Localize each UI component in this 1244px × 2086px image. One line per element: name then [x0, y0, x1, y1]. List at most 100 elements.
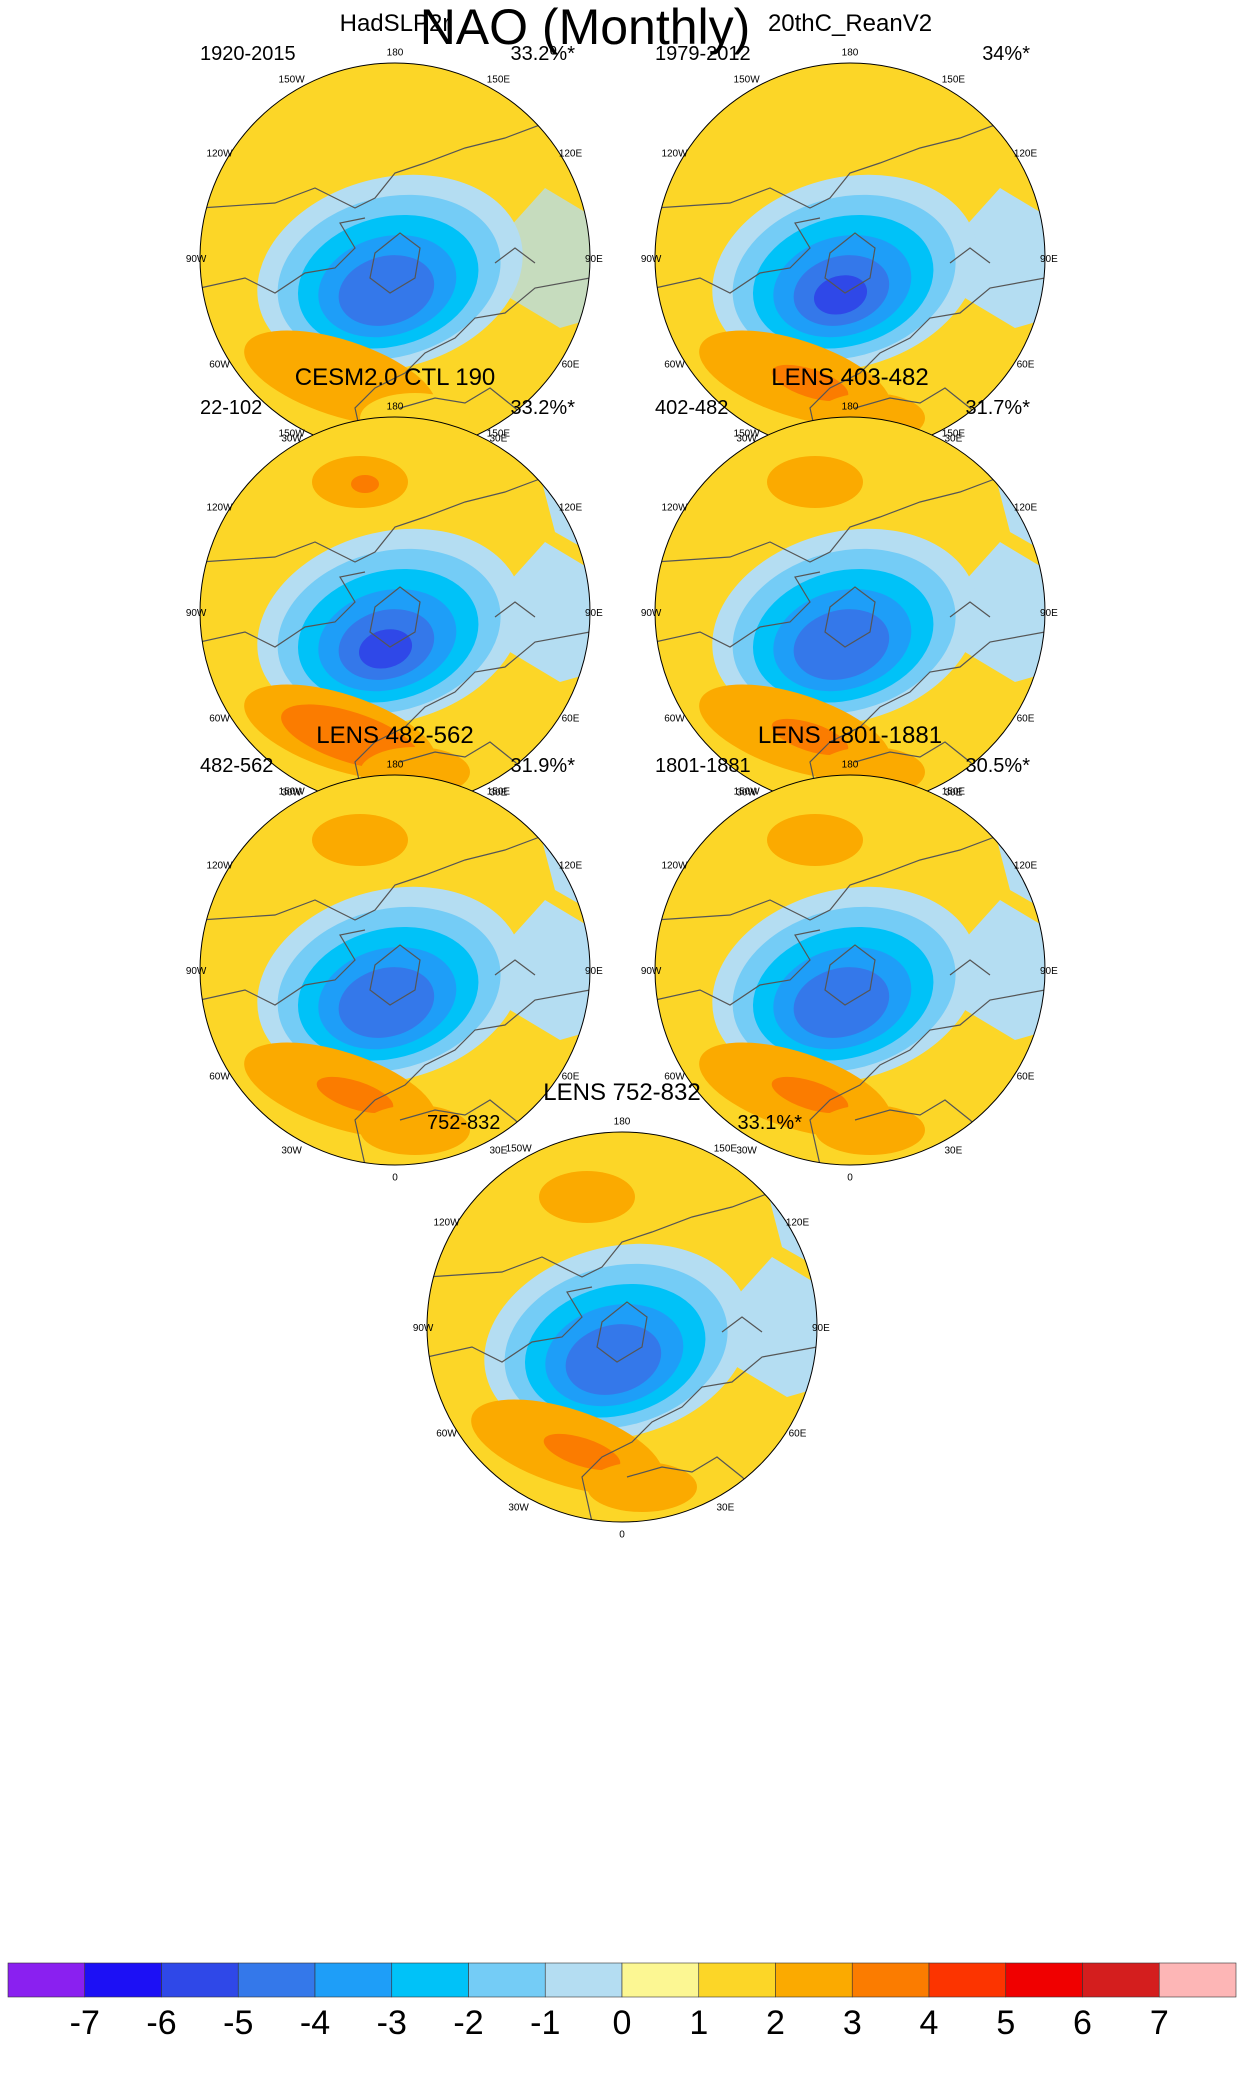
pacific-ridge: [539, 1171, 635, 1223]
panel-years: 22-102: [200, 397, 262, 419]
longitude-label: 120W: [206, 503, 233, 514]
panel-variance: 34%*: [982, 43, 1030, 65]
longitude-label: 30W: [736, 1145, 757, 1156]
atlantic-high-inner: [543, 1433, 621, 1471]
colorbar-swatch: [698, 1962, 776, 1998]
longitude-label: 60W: [664, 359, 685, 370]
asia-negative: [727, 1257, 817, 1397]
panel-years: 752-832: [427, 1112, 500, 1134]
longitude-label: 90W: [186, 608, 207, 619]
longitude-label: 120E: [559, 861, 583, 872]
colorbar-swatch: [84, 1962, 162, 1998]
coastlines: [655, 461, 1045, 807]
colorbar-swatch: [161, 1962, 239, 1998]
colorbar-swatch: [314, 1962, 393, 1998]
contour-field: [655, 63, 1045, 453]
longitude-label: 30W: [736, 787, 757, 798]
longitude-label: 120E: [1014, 149, 1038, 160]
coastline-greenland: [369, 586, 421, 648]
coastline-europe: [809, 631, 1045, 807]
longitude-label: 90E: [1040, 966, 1058, 977]
asia-negative: [500, 188, 590, 328]
longitude-label: 90W: [641, 966, 662, 977]
colorbar-swatch: [1158, 1962, 1237, 1998]
panel-years: 402-482: [655, 397, 728, 419]
longitude-label: 90W: [641, 254, 662, 265]
colorbar-label: -4: [300, 2004, 330, 2042]
longitude-label: 30E: [490, 1145, 508, 1156]
panel-years: 1979-2012: [655, 43, 751, 65]
coastline-north-america: [655, 571, 821, 648]
asia-negative: [955, 900, 1045, 1040]
coastline-greenland: [824, 586, 876, 648]
longitude-label: 30E: [490, 433, 508, 444]
atlantic-high-inner: [771, 718, 849, 756]
coastline-caspian: [494, 601, 536, 618]
colorbar-swatch: [237, 1962, 316, 1998]
longitude-label: 120E: [559, 503, 583, 514]
panel-variance: 30.5%*: [966, 755, 1031, 777]
map-panels: HadSLP2r 1920-2015 33.2%* 180 150E 120E 90E 60E…: [186, 10, 1058, 1541]
longitude-label: 150W: [734, 429, 761, 440]
colorbar: -7 -6 -5 -4 -3 -2 -1 0 1 2 3 4 5 6 7: [7, 1962, 1237, 2042]
longitude-label: 150W: [734, 75, 761, 86]
longitude-label: 60W: [664, 713, 685, 724]
coastline-asia-america: [200, 107, 571, 209]
asia-negative: [500, 542, 590, 682]
panel-title: LENS 403-482: [771, 364, 928, 391]
colorbar-swatch: [621, 1962, 700, 1998]
colorbar-swatch: [775, 1962, 853, 1998]
coastline-europe: [809, 989, 1045, 1165]
atlantic-high-inner: [771, 364, 849, 402]
longitude-label: 90W: [186, 966, 207, 977]
longitude-label: 0: [619, 1530, 625, 1541]
panel-variance: 33.1%*: [738, 1112, 803, 1134]
colorbar-label: 7: [1150, 2004, 1169, 2042]
colorbar-swatch: [7, 1962, 86, 1998]
map-panel: LENS 482-562 482-562 31.9%* 180 150E 120E 90E 6…: [186, 722, 603, 1184]
coastline-north-america: [200, 929, 366, 1006]
map-panel: HadSLP2r 1920-2015 33.2%* 180 150E 120E 90E 60E…: [186, 10, 603, 472]
coastline-north-america: [200, 217, 366, 294]
longitude-label: 0: [392, 1173, 398, 1184]
coastline-asia-america: [655, 461, 1026, 563]
longitude-label: 150E: [714, 1144, 738, 1155]
coastline-greenland: [369, 232, 421, 294]
atlantic-high-inner: [316, 1076, 394, 1114]
longitude-label: 90E: [585, 608, 603, 619]
coastline-europe: [809, 277, 1045, 453]
panel-title: 20thC_ReanV2: [768, 10, 932, 37]
coastline-asia-america: [655, 819, 1026, 921]
longitude-label: 150W: [279, 787, 306, 798]
longitude-label: 180: [842, 759, 859, 770]
asia-negative: [500, 900, 590, 1040]
colorbar-swatch: [1082, 1962, 1160, 1998]
longitude-label: 60E: [562, 713, 580, 724]
panel-variance: 31.9%*: [511, 755, 576, 777]
contour-field: [200, 775, 590, 1165]
asia-negative: [955, 542, 1045, 682]
map-panel: CESM2.0 CTL 190 22-102 33.2%* 180 150E 120E 90…: [186, 364, 603, 826]
longitude-label: 30E: [717, 1502, 735, 1513]
longitude-label: 120E: [1014, 861, 1038, 872]
longitude-label: 120W: [206, 149, 233, 160]
coastline-greenland: [824, 944, 876, 1006]
panel-years: 1801-1881: [655, 755, 751, 777]
panel-years: 482-562: [200, 755, 273, 777]
contour-field: [655, 417, 1045, 807]
longitude-label: 60W: [209, 713, 230, 724]
coastlines: [427, 1176, 817, 1522]
longitude-label: 150W: [279, 429, 306, 440]
coastline-north-america: [655, 929, 821, 1006]
panel-title: LENS 482-562: [316, 722, 473, 749]
map-panel: LENS 752-832 752-832 33.1%* 180 150E 120E 90E 6…: [413, 1079, 830, 1541]
colorbar-label: 6: [1073, 2004, 1092, 2042]
colorbar-label: 2: [766, 2004, 785, 2042]
longitude-label: 60W: [436, 1428, 457, 1439]
pacific-ridge: [767, 456, 863, 508]
longitude-label: 150W: [279, 75, 306, 86]
longitude-label: 30W: [281, 1145, 302, 1156]
coastline-asia-america: [200, 819, 571, 921]
colorbar-label: -3: [377, 2004, 407, 2042]
